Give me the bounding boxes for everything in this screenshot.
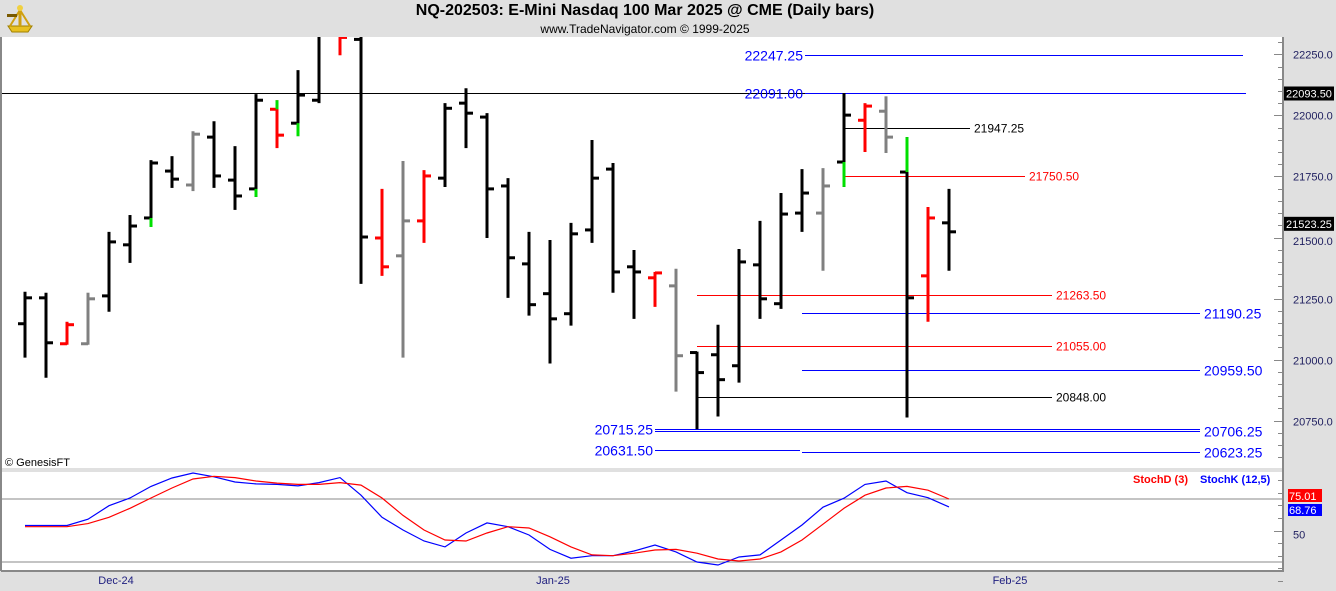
stochd-value-label: 75.01 — [1289, 491, 1317, 503]
chart-subtitle: www.TradeNavigator.com © 1999-2025 — [540, 22, 750, 36]
stochastic-panel[interactable] — [1, 472, 1283, 570]
price-bar — [795, 169, 809, 232]
price-bar — [338, 37, 347, 56]
level-label: 22091.00 — [745, 86, 804, 102]
price-bar — [585, 140, 599, 243]
price-bar — [249, 94, 263, 197]
price-bar — [627, 249, 641, 319]
price-bar — [270, 100, 284, 149]
copyright-label: © GenesisFT — [5, 457, 70, 469]
stoch-series-line — [25, 472, 950, 566]
chart-title: NQ-202503: E-Mini Nasdaq 100 Mar 2025 @ … — [415, 2, 875, 19]
y-tick-label: 21750.0 — [1293, 172, 1333, 184]
price-bar — [354, 37, 368, 284]
price-bar — [291, 70, 305, 137]
price-bar — [648, 271, 662, 307]
level-label: 22247.25 — [745, 48, 804, 64]
price-bar — [102, 231, 116, 312]
y-tick-label: 20750.0 — [1293, 417, 1333, 429]
price-bar — [942, 188, 956, 271]
stochk-value-label: 68.76 — [1289, 505, 1317, 517]
level-label: 21190.25 — [1204, 306, 1262, 322]
price-bar — [18, 291, 32, 358]
price-bar — [564, 222, 578, 326]
legend-stochk: StochK (12,5) — [1200, 474, 1271, 486]
stochd-value-marker — [1288, 489, 1322, 502]
price-bar — [921, 206, 935, 322]
price-bar — [837, 93, 851, 187]
price-bar — [690, 351, 704, 430]
level-label: 20706.25 — [1204, 424, 1263, 440]
price-bar — [438, 103, 452, 187]
price-bar — [375, 188, 389, 276]
price-bar — [228, 146, 242, 210]
stoch-series-line — [25, 475, 950, 562]
level-label: 20959.50 — [1204, 363, 1263, 379]
sextant-logo-icon — [4, 2, 36, 34]
price-bar — [60, 321, 74, 346]
price-bar — [396, 161, 410, 358]
y-tick-label: 21000.0 — [1293, 356, 1333, 368]
stoch-tick-label: 50 — [1293, 530, 1305, 542]
price-bar — [711, 324, 725, 417]
price-bar — [207, 121, 221, 188]
price-bar — [879, 96, 893, 153]
price-bar — [900, 137, 914, 418]
price-bar — [312, 37, 321, 104]
price-bar — [669, 268, 683, 392]
price-bar — [606, 163, 620, 293]
level-axis-label: 22093.50 — [1286, 89, 1332, 101]
price-bar — [165, 156, 179, 188]
level-label: 20623.25 — [1204, 445, 1263, 461]
price-bar — [774, 193, 788, 309]
legend-stochd: StochD (3) — [1133, 474, 1188, 486]
x-tick-label: Dec-24 — [98, 575, 133, 587]
y-tick-label: 21250.0 — [1293, 295, 1333, 307]
price-panel[interactable] — [1, 37, 1283, 468]
price-bar — [81, 292, 95, 346]
level-label: 21055.00 — [1056, 340, 1106, 354]
price-bar — [144, 160, 158, 227]
price-bar — [753, 220, 767, 319]
price-bar — [417, 170, 431, 243]
price-bar — [543, 239, 557, 364]
level-label: 20631.50 — [595, 443, 654, 459]
price-bar — [123, 215, 137, 263]
level-label: 21947.25 — [974, 122, 1024, 136]
price-bar — [522, 231, 536, 316]
price-bar — [459, 88, 473, 149]
price-bar — [816, 168, 830, 271]
price-bar — [480, 113, 494, 238]
price-bar — [732, 248, 746, 383]
level-label: 20715.25 — [595, 422, 654, 438]
level-label: 21750.50 — [1029, 170, 1079, 184]
y-tick-label: 22250.0 — [1293, 50, 1333, 62]
x-tick-label: Feb-25 — [993, 575, 1028, 587]
price-bar — [501, 178, 515, 298]
level-label: 21263.50 — [1056, 289, 1106, 303]
price-bar — [186, 131, 200, 192]
level-label: 20848.00 — [1056, 391, 1106, 405]
price-bar — [39, 292, 53, 378]
x-tick-label: Jan-25 — [536, 575, 570, 587]
last-price-label: 21523.25 — [1286, 219, 1332, 231]
y-tick-label: 21500.0 — [1293, 236, 1333, 248]
last-price-marker — [1284, 216, 1334, 231]
y-tick-label: 22000.0 — [1293, 111, 1333, 123]
price-bar — [858, 103, 872, 153]
stochk-value-marker — [1288, 504, 1322, 516]
level-axis-marker — [1284, 86, 1334, 101]
